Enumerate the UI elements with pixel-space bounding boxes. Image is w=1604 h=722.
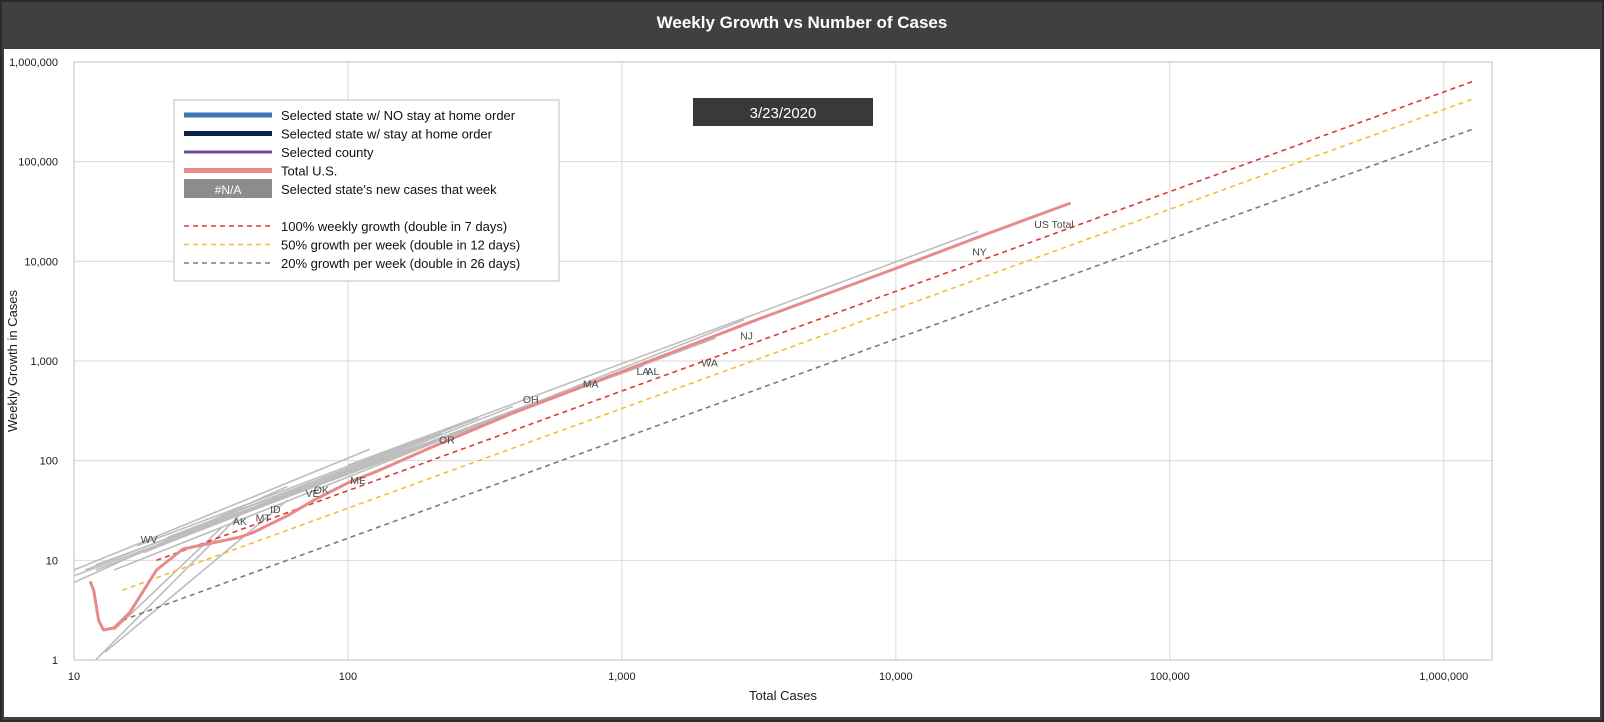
growth-guide-lines	[121, 79, 1476, 622]
state-annotation: VE	[306, 488, 320, 500]
state-line	[347, 230, 979, 466]
y-tick-labels: 1 10 100 1,000 10,000 100,000 1,000,000	[9, 57, 58, 667]
state-annotation: WA	[701, 358, 718, 370]
state-line	[136, 434, 431, 547]
x-tick-label: 100,000	[1150, 671, 1190, 683]
state-annotation: NJ	[740, 330, 753, 342]
x-tick-label: 10	[68, 671, 80, 683]
growth-guide-line	[121, 127, 1476, 622]
state-annotation: US Total	[1034, 219, 1074, 231]
legend: Selected state w/ NO stay at home order S…	[173, 99, 560, 282]
state-annotation: OH	[523, 394, 539, 406]
y-tick-label: 10,000	[24, 256, 58, 268]
y-tick-label: 1,000	[30, 356, 58, 368]
y-tick-label: 10	[46, 555, 58, 567]
legend-label: 50% growth per week (double in 12 days)	[281, 238, 520, 253]
axes: Total Cases Weekly Growth in Cases	[5, 61, 1493, 703]
state-annotation: AL	[647, 366, 660, 378]
date-box: 3/23/2020	[693, 98, 873, 126]
state-annotation: OK	[314, 484, 329, 496]
state-line	[95, 515, 240, 660]
x-axis-title: Total Cases	[749, 688, 817, 703]
y-tick-label: 100	[40, 456, 58, 468]
state-annotation: LA	[636, 366, 649, 378]
x-tick-label: 1,000,000	[1419, 671, 1468, 683]
state-annotation: OR	[439, 435, 455, 447]
state-annotation: WV	[141, 534, 158, 546]
legend-label: Selected state w/ NO stay at home order	[281, 108, 516, 123]
state-line	[104, 499, 288, 653]
us-total-line-group	[89, 202, 1071, 632]
y-tick-label: 1,000,000	[9, 57, 58, 69]
date-box-bg	[693, 98, 873, 126]
legend-box-text: #N/A	[215, 183, 242, 197]
state-annotation: ME	[350, 475, 366, 487]
state-annotation: MA	[583, 379, 599, 391]
us-total-line	[89, 202, 1071, 632]
state-line	[204, 399, 540, 527]
state-annotation: ID	[270, 504, 281, 516]
legend-label: 20% growth per week (double in 26 days)	[281, 256, 520, 271]
state-line	[167, 452, 389, 539]
state-line	[74, 448, 370, 571]
legend-swatch-box	[184, 179, 272, 198]
plot-area-border	[73, 61, 1493, 661]
date-label: 3/23/2020	[750, 105, 817, 122]
legend-label: Selected state w/ stay at home order	[281, 127, 493, 142]
x-tick-label: 1,000	[608, 671, 636, 683]
y-tick-label: 100,000	[18, 157, 58, 169]
y-axis-title: Weekly Growth in Cases	[5, 289, 20, 432]
y-tick-label: 1	[52, 655, 58, 667]
legend-label: 100% weekly growth (double in 7 days)	[281, 219, 507, 234]
chart-title: Weekly Growth vs Number of Cases	[656, 13, 948, 32]
growth-guide-line	[121, 97, 1476, 592]
x-tick-label: 10,000	[879, 671, 913, 683]
legend-label: Selected state's new cases that week	[281, 182, 497, 197]
state-annotation: MT	[256, 513, 272, 525]
legend-label: Selected county	[281, 145, 374, 160]
state-annotation: NY	[972, 246, 987, 258]
legend-label: Total U.S.	[281, 164, 337, 179]
x-tick-label: 100	[339, 671, 357, 683]
x-tick-labels: 10 100 1,000 10,000 100,000 1,000,000	[68, 671, 1468, 683]
state-annotation: AK	[233, 516, 247, 528]
